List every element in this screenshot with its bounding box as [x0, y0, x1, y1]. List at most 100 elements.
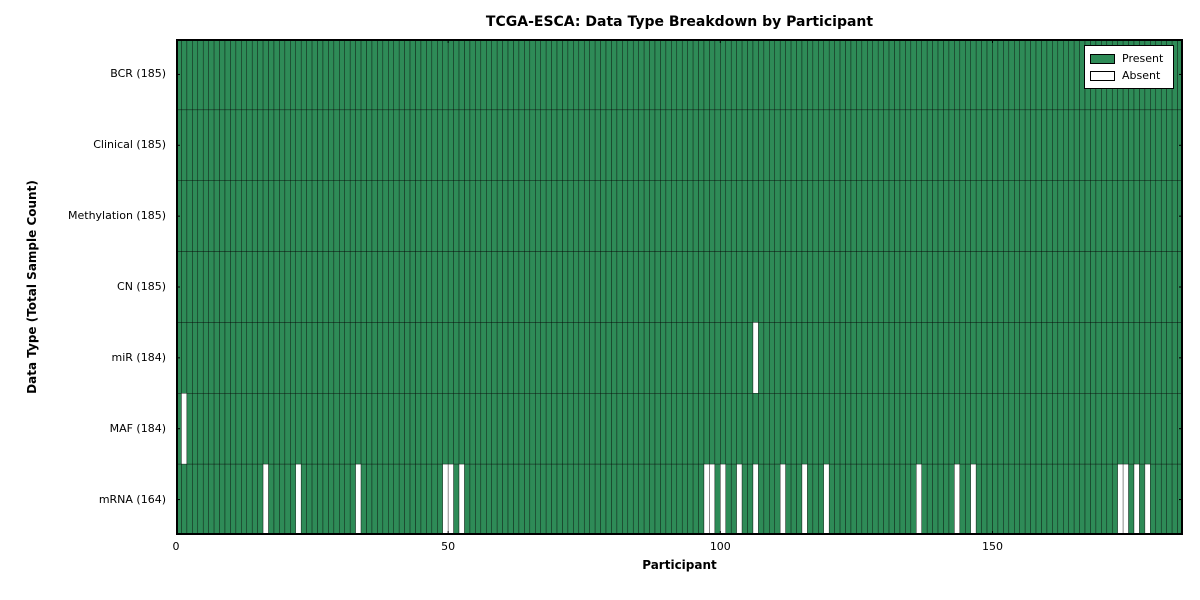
cell [333, 322, 340, 394]
cell [426, 393, 433, 465]
cell [671, 251, 678, 323]
cell [230, 322, 237, 394]
cell [1139, 322, 1146, 394]
cell [975, 322, 982, 394]
cell [355, 109, 362, 181]
legend-label-absent: Absent [1122, 69, 1161, 82]
cell [371, 463, 378, 535]
cell [562, 39, 569, 111]
cell [540, 109, 547, 181]
cell [807, 180, 814, 252]
cell [600, 251, 607, 323]
cell [622, 180, 629, 252]
cell [736, 39, 743, 111]
cell [562, 180, 569, 252]
cell [872, 109, 879, 181]
cell [801, 109, 808, 181]
cell [246, 322, 253, 394]
cell [1057, 39, 1064, 111]
cell [578, 322, 585, 394]
cell [1041, 39, 1048, 111]
cell [213, 109, 220, 181]
cell [943, 322, 950, 394]
cell [344, 39, 351, 111]
cell [491, 393, 498, 465]
cell [262, 463, 269, 535]
cell [763, 463, 770, 535]
y-tick-label: Clinical (185) [93, 138, 166, 152]
cell [273, 109, 280, 181]
cell [279, 251, 286, 323]
cell [328, 393, 335, 465]
cell [1166, 109, 1173, 181]
cell [333, 180, 340, 252]
cell [1030, 109, 1037, 181]
cell [1003, 39, 1010, 111]
cell [703, 251, 710, 323]
cell [611, 393, 618, 465]
cell [551, 39, 558, 111]
cell [273, 463, 280, 535]
cell [573, 322, 580, 394]
cell [730, 463, 737, 535]
cell [649, 251, 656, 323]
cell [828, 463, 835, 535]
cell [295, 39, 302, 111]
cell [589, 109, 596, 181]
cell [344, 322, 351, 394]
cell [654, 180, 661, 252]
cell [371, 322, 378, 394]
cell [311, 463, 318, 535]
cell [899, 109, 906, 181]
cell [1014, 109, 1020, 181]
cell [1090, 251, 1097, 323]
cell [643, 109, 650, 181]
cell [382, 251, 389, 323]
cell [959, 251, 966, 323]
cell [747, 180, 754, 252]
cell [583, 251, 590, 323]
cell [877, 39, 884, 111]
cell [1073, 251, 1080, 323]
cell [1057, 180, 1064, 252]
cell [752, 322, 759, 394]
cell [208, 251, 215, 323]
cell [366, 39, 373, 111]
cell [752, 180, 759, 252]
cell [518, 109, 525, 181]
cell [377, 109, 384, 181]
cell [1052, 109, 1059, 181]
cell [709, 109, 716, 181]
cell [714, 109, 721, 181]
cell [681, 39, 688, 111]
cell [475, 180, 482, 252]
cell [257, 109, 264, 181]
cell [812, 322, 819, 394]
cell [970, 393, 977, 465]
cell [409, 39, 416, 111]
cell [1122, 251, 1129, 323]
cell [453, 251, 460, 323]
cell [687, 322, 694, 394]
cell [1079, 251, 1086, 323]
cell [910, 251, 917, 323]
cell [943, 180, 950, 252]
cell [300, 109, 307, 181]
cell [703, 463, 710, 535]
cell [676, 463, 683, 535]
cell [992, 251, 999, 323]
cell [578, 109, 585, 181]
cell [638, 180, 645, 252]
cell [796, 393, 803, 465]
cell [1111, 251, 1118, 323]
cell [415, 322, 422, 394]
cell [1144, 322, 1151, 394]
cell [431, 251, 438, 323]
cell [437, 180, 443, 252]
cell [818, 251, 824, 323]
cell [573, 39, 580, 111]
cell [943, 463, 950, 535]
cell [1139, 109, 1146, 181]
cell [883, 393, 890, 465]
cell [796, 463, 803, 535]
